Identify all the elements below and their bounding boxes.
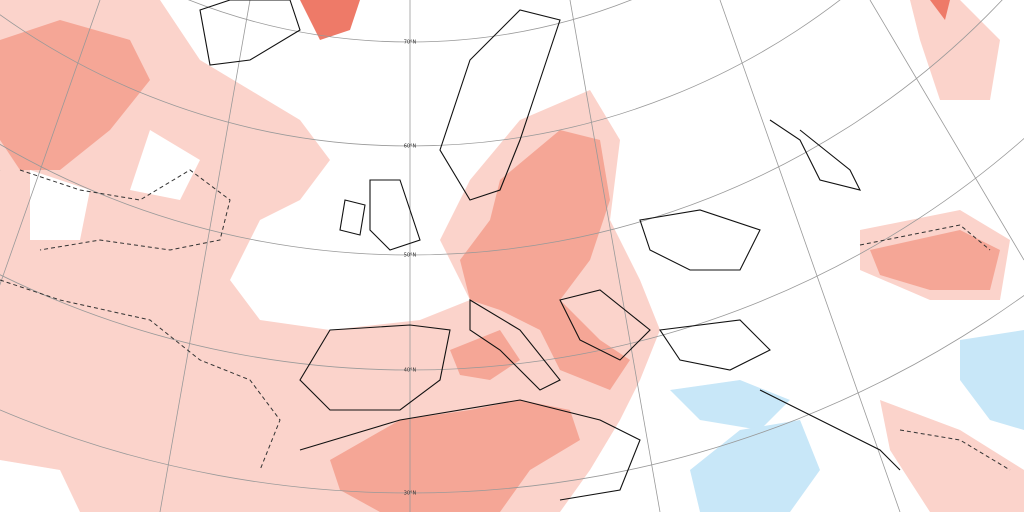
latitude-label: 50°N: [404, 253, 417, 259]
latitude-label: 70°N: [404, 40, 417, 46]
anomaly-cold: [670, 330, 1024, 512]
anomaly-dark: [300, 0, 950, 40]
coastlines: [199, 0, 901, 501]
latitude-label: 40°N: [404, 368, 417, 374]
latitude-label: 30°N: [404, 491, 417, 497]
anomaly-medium: [0, 20, 1000, 512]
latitude-label: 60°N: [404, 144, 417, 150]
anomaly-contours: [0, 169, 1011, 471]
